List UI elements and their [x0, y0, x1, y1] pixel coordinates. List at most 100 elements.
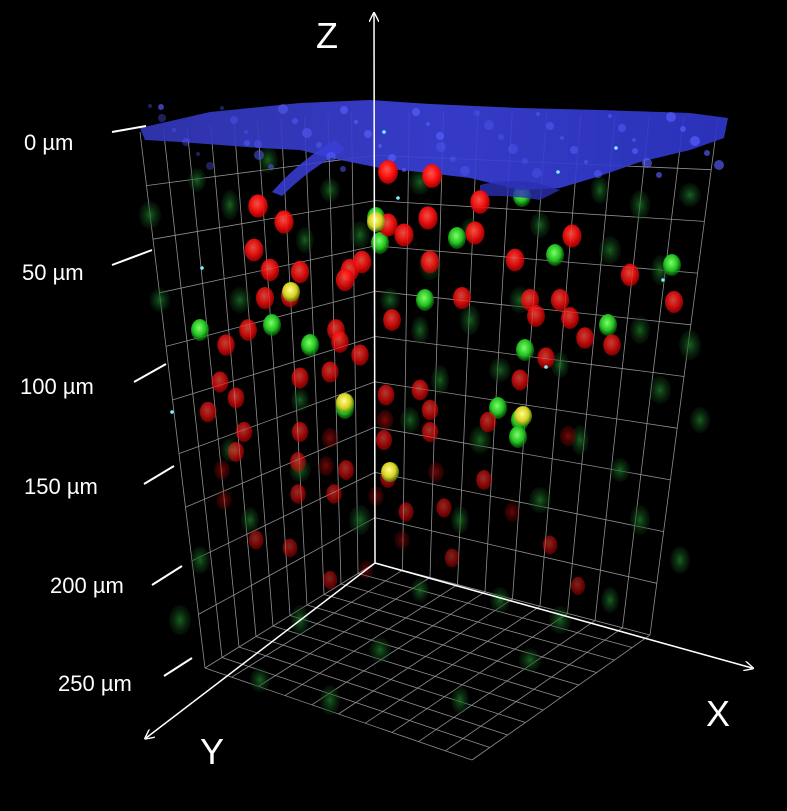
grid-line: [198, 517, 376, 615]
dim-green-cell: [221, 190, 239, 220]
surface-texture: [340, 106, 348, 114]
surface-texture: [326, 152, 336, 162]
depth-tick: [111, 125, 147, 133]
green-cell: [546, 244, 564, 266]
dim-green-cell: [380, 288, 400, 312]
tissue-surface: [140, 100, 728, 200]
grid-line: [238, 646, 508, 736]
green-cell: [509, 426, 527, 448]
red-cell: [375, 429, 393, 451]
colocalized-cell: [514, 406, 532, 426]
surface-texture: [450, 156, 456, 162]
dim-green-cell: [150, 288, 170, 312]
dim-green-cell: [591, 176, 609, 204]
red-cell: [418, 206, 438, 230]
dim-green-cell: [489, 358, 511, 382]
surface-texture: [522, 158, 528, 164]
surface-texture: [388, 154, 396, 162]
depth-ticks: [111, 125, 193, 677]
red-cell: [505, 248, 525, 272]
dim-green-cell: [690, 407, 710, 433]
red-cell: [444, 548, 460, 568]
surface-texture: [632, 138, 636, 142]
green-cell: [301, 334, 319, 356]
surface-sheet: [140, 100, 728, 190]
surface-texture: [230, 116, 238, 124]
depth-label-200: 200 µm: [50, 573, 124, 598]
depth-label-100: 100 µm: [20, 374, 94, 399]
red-cell: [570, 576, 586, 596]
dim-green-cell: [460, 305, 480, 335]
red-cell: [394, 530, 410, 550]
surface-texture: [508, 144, 518, 154]
cyan-speck: [200, 266, 204, 270]
cyan-speck: [382, 130, 386, 134]
depth-label-50: 50 µm: [22, 260, 84, 285]
red-cell: [603, 334, 621, 356]
surface-texture: [302, 128, 312, 138]
red-cell: [291, 421, 309, 443]
surface-texture: [474, 110, 480, 116]
red-cell: [452, 286, 472, 310]
surface-texture: [196, 152, 200, 156]
surface-texture: [254, 150, 264, 160]
surface-texture: [536, 112, 540, 116]
red-cell: [321, 427, 339, 449]
depth-label-150: 150 µm: [24, 474, 98, 499]
grid-line: [418, 620, 596, 742]
surface-texture: [244, 130, 248, 134]
dim-green-cell: [250, 668, 270, 692]
surface-texture: [484, 120, 494, 130]
surface-texture: [182, 138, 190, 146]
dim-green-cell: [451, 506, 469, 534]
grid-line: [364, 605, 541, 724]
depth-tick: [163, 657, 193, 677]
dim-green-cell: [649, 376, 671, 404]
dim-green-cell: [630, 505, 650, 535]
grid-line: [374, 472, 664, 532]
red-cell: [436, 498, 452, 518]
dim-green-cell: [630, 190, 650, 220]
green-cell: [416, 289, 434, 311]
dim-green-cell: [320, 178, 340, 202]
dim-green-cell: [296, 227, 314, 253]
grid-line: [445, 627, 623, 752]
red-cell: [290, 484, 306, 504]
red-cell: [235, 421, 253, 443]
red-cell: [318, 456, 334, 476]
cyan-speck: [614, 146, 618, 150]
red-cell: [211, 371, 229, 393]
x-axis-label: X: [706, 693, 731, 734]
dim-green-cell: [139, 201, 161, 229]
red-cell: [244, 238, 264, 262]
z-axis-line: [374, 14, 375, 564]
surface-fold: [480, 181, 560, 200]
x-axis-line: [374, 562, 752, 668]
dim-green-cell: [549, 606, 571, 634]
surface-texture: [594, 170, 602, 178]
red-cell: [550, 288, 570, 312]
surface-texture: [364, 130, 372, 138]
red-cell: [537, 347, 555, 369]
red-cell: [377, 384, 395, 406]
red-cell: [504, 502, 520, 522]
surface-texture: [618, 124, 626, 132]
surface-texture: [560, 136, 564, 140]
surface-texture: [546, 122, 554, 130]
dim-green-cell: [350, 221, 370, 249]
y-axis-label: Y: [200, 731, 225, 772]
surface-texture: [436, 132, 444, 140]
surface-texture: [158, 114, 166, 122]
dim-green-cell: [610, 458, 630, 482]
surface-texture: [412, 108, 420, 116]
grid-line: [152, 200, 376, 240]
surface-texture: [354, 120, 358, 124]
y-axis-line: [146, 562, 376, 738]
red-cell: [326, 484, 342, 504]
colocalized-cell: [381, 462, 399, 482]
red-cell: [227, 441, 245, 463]
red-cell: [255, 286, 275, 310]
dim-green-cell: [411, 578, 429, 602]
depth-tick: [151, 565, 183, 586]
